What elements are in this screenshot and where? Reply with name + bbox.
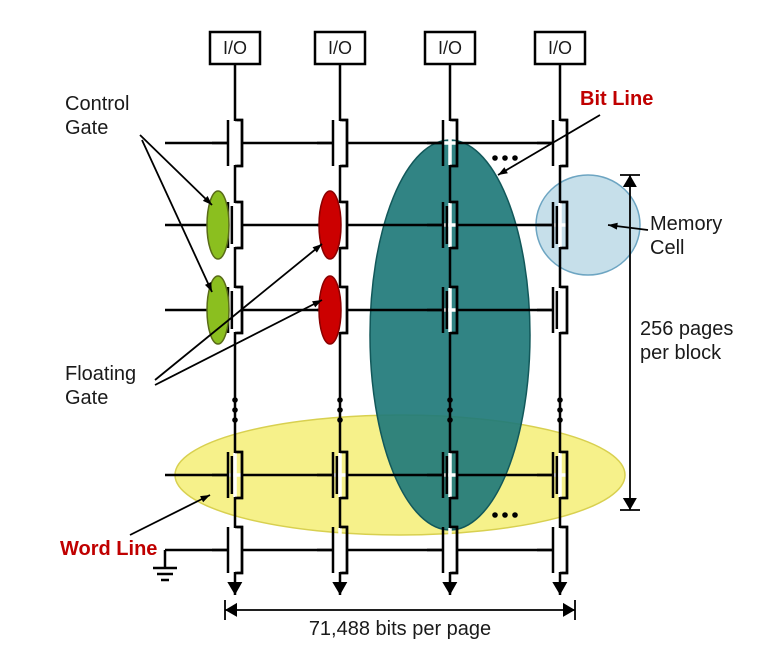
memory_cell-label: Cell [650,237,684,259]
bit_line-label: Bit Line [580,88,653,110]
floating_gate-label: Gate [65,387,108,409]
arrow-word-line [130,495,210,535]
floating_gate-label: Floating [65,363,136,385]
io-label: I/O [548,38,572,58]
bitline-arrow [552,582,567,595]
pages_per_block-label: per block [640,342,722,364]
fg2-highlight [319,276,341,344]
bitline-arrow [227,582,242,595]
nand-flash-diagram: I/OI/OI/OI/OControlGateFloatingGateWord … [0,0,777,656]
arrow-control-gate [142,140,212,292]
word_line-label: Word Line [60,538,157,560]
io-label: I/O [438,38,462,58]
io-label: I/O [328,38,352,58]
fg1-highlight [319,191,341,259]
bits-per-page-label: 71,488 bits per page [309,618,491,640]
bitline-arrow [442,582,457,595]
arrow-bit-line [498,115,600,175]
cg1-highlight [207,191,229,259]
memory_cell-label: Memory [650,213,722,235]
control_gate-label: Gate [65,117,108,139]
bitline-arrow [332,582,347,595]
control_gate-label: Control [65,93,129,115]
pages_per_block-label: 256 pages [640,318,733,340]
arrow-control-gate [140,135,212,205]
io-label: I/O [223,38,247,58]
